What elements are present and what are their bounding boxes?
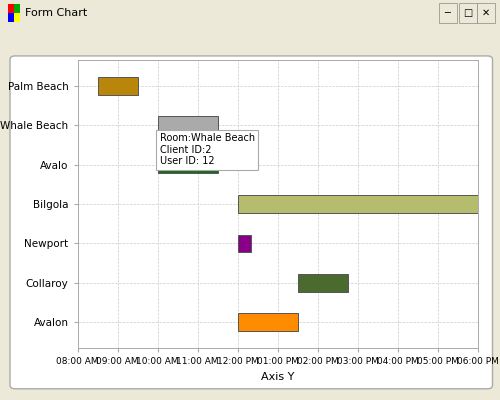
Bar (158, 116, 218, 134)
Bar (98, 77, 138, 94)
FancyBboxPatch shape (458, 3, 476, 23)
Bar (238, 195, 478, 213)
Text: ─: ─ (444, 8, 450, 18)
Text: Room:Whale Beach
Client ID:2
User ID: 12: Room:Whale Beach Client ID:2 User ID: 12 (160, 133, 254, 166)
FancyBboxPatch shape (10, 56, 492, 389)
Bar (14, 4, 20, 13)
FancyBboxPatch shape (477, 3, 495, 23)
Text: ✕: ✕ (482, 8, 490, 18)
Bar (8, 13, 14, 22)
Text: □: □ (463, 8, 472, 18)
Bar (14, 13, 20, 22)
X-axis label: Axis Y: Axis Y (261, 372, 294, 382)
Bar (238, 314, 298, 331)
Bar (158, 156, 218, 174)
Text: Form Chart: Form Chart (25, 8, 88, 18)
Bar (238, 234, 251, 252)
Bar (8, 4, 14, 13)
Bar (298, 274, 348, 292)
FancyBboxPatch shape (438, 3, 456, 23)
